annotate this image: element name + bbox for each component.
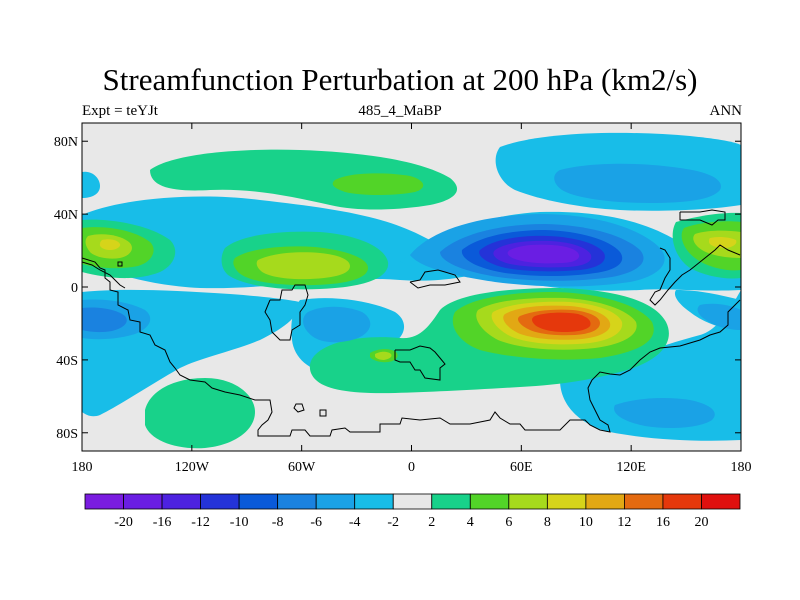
colorbar-swatch [585,493,625,510]
contour-southern-indian-blue [614,397,715,428]
colorbar-swatch [662,493,702,510]
colorbar-label: 4 [467,515,474,530]
colorbar-swatch [200,493,240,510]
x-tick-label: 180 [731,460,752,475]
coastline-east-asia [649,244,741,306]
x-tick-label: 60W [288,460,316,475]
contour-asian-low-violet2 [507,244,580,264]
season-label: ANN [709,103,743,119]
colorbar-swatch [508,493,548,510]
coastline-south-islands [293,403,327,417]
coastline-central-america [82,261,126,289]
colorbar-swatch [315,493,356,510]
y-tick-label: 40S [56,354,78,369]
y-tick-label: 80N [54,135,78,150]
x-tick-label: 120E [616,460,646,475]
colorbar-label: -6 [310,515,322,530]
colorbar-label: 20 [694,515,708,530]
coastline-atlantic-islands [264,284,309,341]
coastline-asia-north [679,209,726,226]
contour-northwest-cyan [82,171,100,198]
colorbar-label: 12 [617,515,631,530]
contour-central-pacific-yellow [99,239,121,250]
colorbar-label: -4 [349,515,361,530]
colorbar-swatch [161,493,201,510]
x-tick-label: 180 [72,460,93,475]
contour-north-ridge-lime [332,173,424,195]
coastline-north-africa [409,269,461,289]
colorbar-swatch [354,493,394,510]
colorbar-swatch [624,493,664,510]
y-tick-label: 40N [54,208,78,223]
x-tick-label: 60E [510,460,533,475]
coastline-caribbean [117,261,123,267]
y-tick-label: 80S [56,427,78,442]
contour-fill-layer [82,132,741,449]
plot-title: Streamfunction Perturbation at 200 hPa (… [102,62,698,97]
colorbar: -20 -16 -12 -10 -8 -6 -4 -2 2 4 6 8 10 12 16 20 [84,493,741,530]
colorbar-swatch [123,493,163,510]
contour-southern-ocean-green [145,378,255,449]
colorbar-swatch [392,493,433,510]
colorbar-label: -20 [114,515,133,530]
colorbar-label: 6 [505,515,512,530]
colorbar-swatch [84,493,124,510]
colorbar-label: -8 [272,515,284,530]
contour-indian-high-red [532,312,591,332]
x-tick-label: 120W [175,460,210,475]
colorbar-swatch [431,493,471,510]
colorbar-label: -12 [191,515,210,530]
colorbar-swatch [546,493,587,510]
colorbar-label: -16 [153,515,172,530]
contour-atlantic-yellowgreen [256,252,350,280]
experiment-label: Expt = teYJt [82,103,158,119]
colorbar-label: 16 [656,515,670,530]
colorbar-swatch [469,493,510,510]
contour-west-pacific-yellow [709,236,737,248]
x-tick-label: 0 [408,460,415,475]
colorbar-swatch [277,493,317,510]
coastline-africa [394,345,446,381]
colorbar-label: 2 [428,515,435,530]
axis-layer: 180 120W 60W 0 60E 120E 180 80N 40N 0 40S 80S [54,123,752,475]
contour-south-atlantic-yellowgreen [375,351,392,360]
coastline-south-america [82,257,741,437]
contour-south-pacific-blue2 [82,307,127,333]
colorbar-label: 10 [579,515,593,530]
contour-south-atlantic-blue [303,306,371,343]
y-tick-label: 0 [71,281,78,296]
colorbar-label: -10 [230,515,249,530]
colorbar-swatch [701,493,741,510]
colorbar-label: 8 [544,515,551,530]
case-label: 485_4_MaBP [358,103,442,119]
coastline-layer [82,209,741,437]
colorbar-swatch [238,493,279,510]
contour-arctic-blue [554,163,721,203]
colorbar-label: -2 [387,515,399,530]
